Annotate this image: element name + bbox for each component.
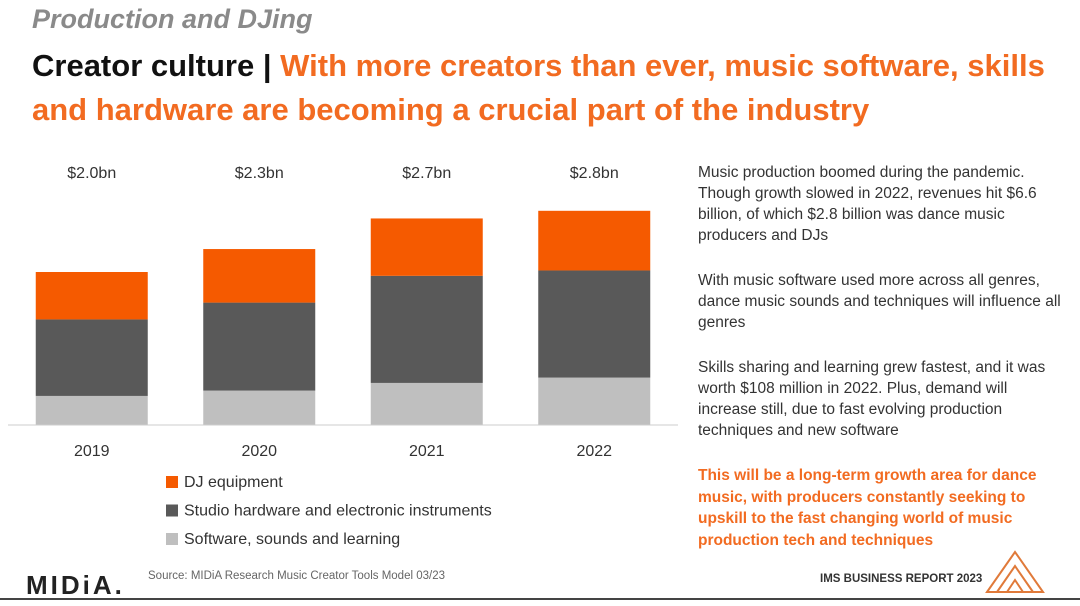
total-label: $2.3bn [235,165,284,182]
legend-label: Studio hardware and electronic instrumen… [184,503,492,520]
legend-label: Software, sounds and learning [184,531,400,548]
bar-segment [538,377,651,425]
bar-segment [35,395,148,425]
footer-line [0,598,1080,600]
paragraph: With music software used more across all… [698,272,1061,331]
total-label: $2.7bn [402,165,451,182]
headline-rest: With more creators than ever, music soft… [32,48,1045,127]
total-label: $2.8bn [570,165,619,182]
chart: $2.0bn 2019 $2.3bn 2020 $2.7bn 2021 $2.8bn 2022… [8,165,678,548]
legend-swatch [166,476,178,488]
total-label: $2.0bn [67,165,116,182]
legend-swatch [166,533,178,545]
legend-swatch [166,504,178,517]
report-icon [985,550,1045,593]
x-tick-label: 2021 [409,443,445,460]
bar-segment [370,218,483,276]
legend-label: DJ equipment [184,474,283,491]
x-tick-label: 2020 [241,443,277,460]
bar-segment [370,275,483,383]
source: Source: MIDiA Research Music Creator Too… [148,570,446,582]
paragraph: Skills sharing and learning grew fastest… [698,359,1046,439]
headline-lead: Creator culture | [32,48,272,83]
x-tick-label: 2022 [576,443,612,460]
highlight: This will be a long-term growth area for… [698,467,1037,549]
bar-segment [35,319,148,396]
headline: Creator culture | With more creators tha… [32,44,1072,132]
bar-segment [203,249,316,303]
x-tick-label: 2019 [74,443,110,460]
bar-segment [370,382,483,425]
bar-segment [203,390,316,425]
bar-segment [203,302,316,391]
bar-segment [35,272,148,320]
bar-segment [538,270,651,378]
report-label: IMS BUSINESS REPORT 2023 [820,573,983,585]
logo: MIDiA. [26,570,125,600]
bar-segment [538,210,651,271]
paragraph: Music production boomed during the pande… [698,164,1037,244]
kicker: Production and DJing [32,4,313,34]
